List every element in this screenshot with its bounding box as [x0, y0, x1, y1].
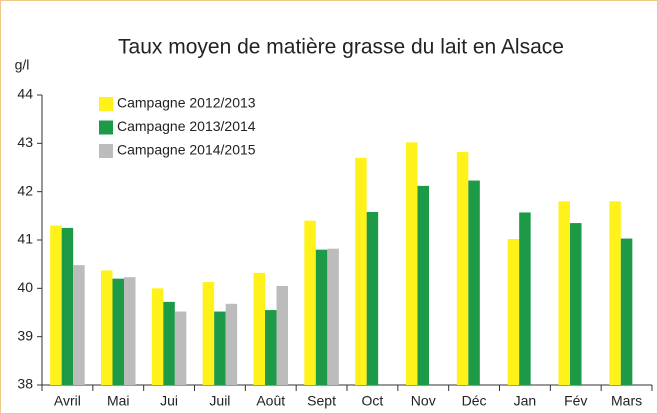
- bar: [620, 238, 633, 385]
- bar: [151, 288, 164, 385]
- y-tick-label: 38: [17, 376, 33, 392]
- bar: [202, 282, 215, 385]
- bar: [327, 248, 339, 385]
- x-tick-label: Juil: [209, 393, 230, 409]
- bar: [456, 152, 469, 385]
- legend-swatch: [99, 97, 113, 111]
- x-tick-label: Oct: [362, 393, 384, 409]
- bar: [519, 212, 531, 385]
- y-tick-label: 42: [17, 182, 33, 198]
- legend-label: Campagne 2014/2015: [117, 142, 256, 158]
- bar: [507, 239, 520, 385]
- legend-swatch: [99, 120, 113, 135]
- x-tick-label: Déc: [462, 393, 487, 409]
- bar: [355, 157, 367, 385]
- y-tick-label: 43: [17, 134, 33, 150]
- x-tick-label: Mai: [107, 393, 130, 409]
- x-tick-label: Sept: [307, 393, 336, 409]
- legend-swatch: [99, 144, 113, 158]
- bar: [50, 225, 62, 385]
- bar: [265, 310, 277, 385]
- bar: [214, 311, 226, 385]
- bar: [417, 185, 429, 385]
- x-tick-label: Août: [256, 393, 285, 409]
- bar: [61, 227, 74, 385]
- bar: [101, 270, 113, 385]
- bar: [315, 249, 328, 385]
- bar: [163, 301, 175, 385]
- y-axis-label: g/l: [15, 57, 30, 73]
- bar: [112, 278, 124, 385]
- bar: [225, 303, 238, 385]
- x-tick-label: Jan: [514, 393, 537, 409]
- bar: [174, 311, 187, 385]
- bar: [124, 277, 136, 385]
- y-tick-label: 40: [17, 279, 33, 295]
- bar: [468, 180, 480, 385]
- legend-label: Campagne 2012/2013: [117, 95, 256, 111]
- y-tick-label: 41: [17, 231, 33, 247]
- bar: [366, 211, 379, 385]
- bar: [558, 201, 570, 385]
- chart-title: Taux moyen de matière grasse du lait en …: [118, 36, 564, 59]
- bar: [570, 223, 582, 385]
- y-tick-label: 39: [17, 327, 33, 343]
- y-tick-label: 44: [17, 86, 33, 102]
- x-tick-label: Fév: [564, 393, 587, 409]
- x-tick-label: Avril: [54, 393, 81, 409]
- x-tick-label: Mars: [611, 393, 642, 409]
- bar: [609, 201, 621, 385]
- bar: [276, 285, 288, 385]
- bar: [73, 265, 85, 385]
- bar: [304, 220, 316, 385]
- x-tick-label: Jui: [160, 393, 178, 409]
- bar: [253, 272, 265, 385]
- x-tick-label: Nov: [411, 393, 436, 409]
- bar: [406, 142, 418, 385]
- legend-label: Campagne 2013/2014: [117, 118, 256, 134]
